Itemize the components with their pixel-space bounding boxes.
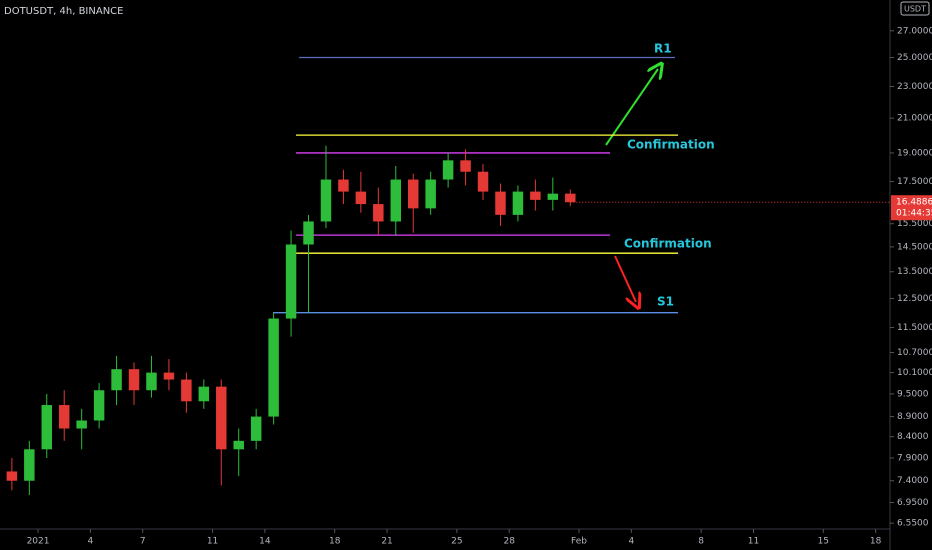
candle-body (547, 193, 559, 200)
y-tick-label: 13.5000 (897, 267, 932, 277)
candle-body (355, 191, 367, 205)
y-tick-label: 8.9000 (897, 412, 929, 422)
y-tick-label: 10.7000 (897, 348, 932, 358)
candle-body (198, 386, 210, 402)
last-price: 16.4886 (896, 198, 932, 208)
candle-body (6, 471, 18, 481)
y-tick-label: 17.5000 (897, 177, 932, 187)
candle-body (146, 372, 157, 391)
y-tick-label: 21.0000 (897, 114, 932, 124)
annotation: Confirmation (627, 138, 715, 152)
x-tick-label: 11 (207, 537, 218, 547)
y-tick-label: 25.0000 (897, 53, 932, 63)
candle-body (216, 386, 227, 450)
annotation: Confirmation (624, 237, 712, 251)
candle-body (442, 160, 454, 180)
annotation: R1 (654, 42, 672, 56)
y-tick-label: 7.9000 (897, 454, 929, 464)
candle-body (320, 179, 332, 222)
y-tick-label: 8.4000 (897, 432, 929, 442)
y-tick-label: 15.5000 (897, 219, 932, 229)
y-tick-label: 12.5000 (897, 294, 932, 304)
y-tick-label: 7.4000 (897, 476, 929, 486)
x-tick-label: 15 (818, 537, 829, 547)
y-tick-label: 27.0000 (897, 26, 932, 36)
x-tick-label: 11 (748, 537, 759, 547)
x-tick-label: Feb (571, 537, 587, 547)
candle-body (303, 221, 314, 245)
candle-body (24, 449, 35, 481)
x-tick-label: 14 (259, 537, 271, 547)
x-tick-label: 18 (870, 537, 882, 547)
x-tick-label: 4 (628, 537, 634, 547)
y-tick-label: 23.0000 (897, 82, 932, 92)
candle-body (565, 193, 576, 203)
candle-body (285, 244, 297, 319)
x-tick-label: 2021 (27, 537, 50, 547)
x-tick-label: 18 (329, 537, 341, 547)
y-tick-label: 9.5000 (897, 389, 929, 399)
candle-body (76, 420, 87, 429)
x-tick-label: 7 (140, 537, 146, 547)
x-tick-label: 4 (88, 537, 94, 547)
currency-box (900, 1, 930, 16)
y-tick-label: 6.5500 (897, 519, 929, 529)
chart-title: DOTUSDT, 4h, BINANCE (4, 6, 123, 17)
arrow-up (605, 69, 658, 146)
arrow-down (614, 255, 636, 302)
candle-body (268, 318, 279, 417)
y-tick-label: 6.9500 (897, 498, 929, 508)
x-tick-label: 25 (451, 537, 462, 547)
candle-body (338, 179, 349, 192)
y-tick-label: 19.0000 (897, 148, 932, 158)
candle-body (163, 372, 175, 380)
x-tick-label: 21 (381, 537, 392, 547)
y-tick-label: 10.1000 (897, 368, 932, 378)
candle-body (111, 369, 122, 391)
y-tick-label: 11.5000 (897, 323, 932, 333)
candle-body (530, 191, 541, 200)
candle-body (477, 171, 489, 192)
x-tick-label: 8 (698, 537, 704, 547)
candle-body (250, 416, 262, 441)
candle-body (390, 179, 402, 222)
candle-body (58, 405, 70, 429)
candle-body (407, 179, 419, 209)
y-tick-label: 14.5000 (897, 242, 932, 252)
candle-body (93, 390, 105, 421)
candle-body (128, 369, 140, 391)
currency: USDT (904, 5, 926, 14)
countdown: 01:44:35 (896, 209, 932, 219)
last-price-tag (891, 195, 932, 221)
candle-body (425, 179, 436, 209)
candle-body (495, 191, 506, 215)
candle-body (373, 204, 384, 222)
candle-body (41, 405, 53, 450)
candle-body (460, 160, 471, 172)
annotation: S1 (657, 295, 674, 309)
candle-body (512, 191, 524, 215)
candle-body (181, 379, 192, 402)
x-tick-label: 28 (503, 537, 515, 547)
candle-body (233, 440, 244, 450)
